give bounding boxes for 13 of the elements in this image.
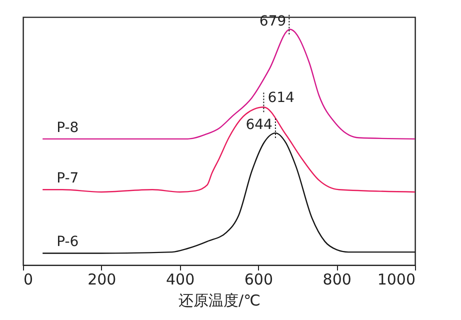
- x-tick-label: 0: [24, 270, 34, 288]
- series-label: P-8: [56, 120, 79, 136]
- annotation: 614: [268, 90, 294, 106]
- x-tick-label: 1000: [377, 270, 416, 288]
- series-label: P-7: [56, 170, 79, 187]
- x-tick-label: 800: [322, 270, 352, 288]
- x-tick-label: 200: [88, 270, 116, 288]
- annotation: 679: [259, 13, 286, 30]
- x-tick-label: 400: [166, 270, 195, 288]
- x-tick-label: 600: [244, 270, 274, 288]
- series-label: P-6: [56, 234, 79, 250]
- annotation: 644: [246, 117, 273, 134]
- x-axis-title: 还原温度/℃: [178, 292, 260, 310]
